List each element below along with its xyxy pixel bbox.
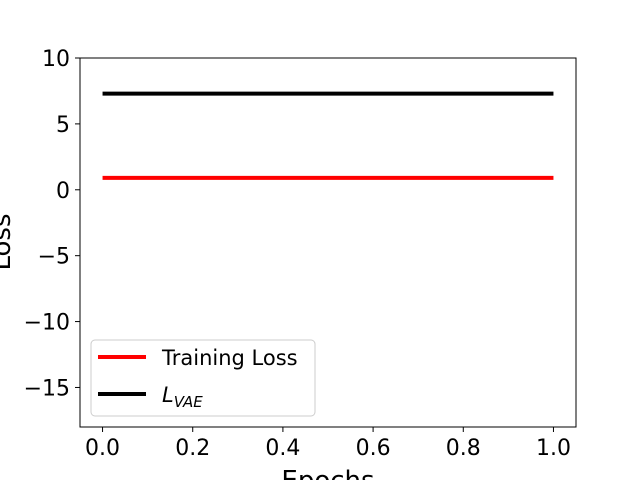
plot-area: [79, 57, 577, 428]
legend-label-l-vae-main: L: [162, 383, 174, 407]
y-axis-ticks: 10 5 0 −5 −10 −15: [24, 47, 80, 401]
y-tick-label: −15: [24, 376, 70, 401]
y-tick-label: 10: [42, 47, 70, 72]
plot-frame: [79, 57, 577, 428]
y-tick-label: 0: [56, 179, 70, 204]
legend-label-l-vae: LVAE: [162, 383, 203, 411]
legend: Training Loss LVAE: [90, 339, 316, 417]
y-tick-label: −10: [24, 311, 70, 336]
series-layer: [102, 91, 554, 180]
legend-label-l-vae-subscript: VAE: [174, 393, 204, 411]
legend-label-training-loss: Training Loss: [161, 346, 298, 370]
y-tick-label: −5: [38, 245, 70, 270]
x-tick-label: 0.8: [446, 436, 481, 461]
legend-box: [90, 339, 316, 417]
x-axis-label: Epochs: [281, 466, 374, 480]
x-tick-label: 0.4: [265, 436, 300, 461]
x-tick-label: 1.0: [536, 436, 571, 461]
y-axis-label: Loss: [0, 213, 17, 270]
x-tick-label: 0.2: [175, 436, 210, 461]
y-tick-label: 5: [56, 113, 70, 138]
x-tick-label: 0.6: [356, 436, 391, 461]
x-tick-label: 0.0: [85, 436, 120, 461]
x-axis-ticks: 0.0 0.2 0.4 0.6 0.8 1.0: [85, 427, 571, 461]
